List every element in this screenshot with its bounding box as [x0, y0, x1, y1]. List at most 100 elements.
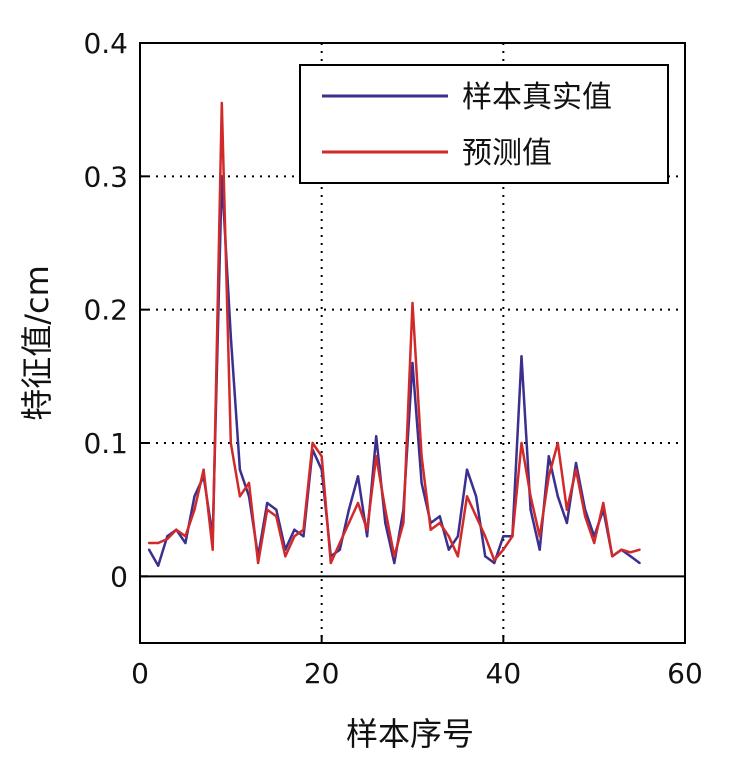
data-point-pred — [411, 301, 414, 305]
data-point-true — [529, 508, 532, 511]
data-point-pred — [329, 561, 332, 565]
legend-box — [299, 64, 669, 184]
y-tick-label: 0.1 — [83, 427, 128, 460]
data-point-pred — [374, 455, 378, 458]
data-point-true — [293, 528, 296, 531]
data-point-pred — [365, 528, 369, 531]
data-point-true — [556, 495, 560, 498]
data-point-pred — [302, 528, 305, 531]
data-point-true — [229, 335, 233, 338]
data-point-true — [493, 561, 496, 565]
data-point-true — [275, 508, 278, 511]
data-point-pred — [275, 515, 278, 518]
y-tick-label: 0.3 — [83, 160, 128, 193]
data-point-true — [411, 361, 414, 365]
data-point-true — [520, 355, 523, 358]
legend-label-pred: 预测值 — [462, 136, 552, 171]
data-point-pred — [175, 528, 178, 531]
data-point-true — [538, 548, 541, 551]
data-point-pred — [202, 468, 205, 471]
data-point-true — [456, 535, 460, 538]
data-point-pred — [147, 541, 151, 545]
data-point-pred — [538, 535, 541, 538]
data-point-true — [547, 455, 550, 458]
data-point-pred — [465, 495, 469, 498]
data-point-true — [193, 495, 196, 498]
data-point-pred — [474, 515, 478, 518]
data-point-pred — [356, 501, 360, 505]
data-point-pred — [256, 561, 260, 565]
legend: 样本真实值 预测值 — [299, 64, 669, 184]
x-tick-label: 0 — [131, 657, 149, 690]
data-point-true — [347, 508, 351, 511]
data-point-pred — [520, 441, 523, 445]
data-point-true — [338, 548, 342, 551]
data-point-pred — [193, 508, 196, 511]
data-point-true — [574, 461, 578, 465]
data-point-pred — [284, 555, 287, 558]
series-lines — [147, 101, 641, 567]
data-point-pred — [547, 475, 550, 478]
x-axis-title: 样本序号 — [346, 715, 474, 753]
data-point-true — [384, 521, 387, 525]
data-point-pred — [429, 528, 432, 531]
data-point-true — [156, 564, 160, 567]
data-point-pred — [211, 548, 214, 551]
data-point-pred — [602, 501, 605, 505]
data-point-true — [483, 555, 487, 558]
data-point-true — [474, 495, 478, 498]
data-point-pred — [447, 535, 451, 538]
data-point-pred — [184, 535, 187, 538]
data-point-pred — [265, 508, 269, 511]
data-point-pred — [529, 495, 532, 498]
x-tick-label: 40 — [486, 657, 522, 690]
x-tick-label: 60 — [667, 657, 703, 690]
data-point-pred — [293, 535, 296, 538]
data-point-true — [147, 548, 151, 551]
data-point-true — [565, 521, 569, 525]
data-point-pred — [556, 441, 560, 445]
x-tick-label: 20 — [304, 657, 340, 690]
data-point-pred — [493, 559, 496, 562]
data-point-true — [365, 535, 369, 538]
data-point-pred — [565, 508, 569, 511]
data-point-true — [302, 535, 305, 538]
data-point-true — [438, 515, 441, 518]
data-point-pred — [420, 455, 423, 458]
y-tick-label: 0 — [110, 560, 128, 593]
data-point-true — [184, 541, 187, 545]
data-point-true — [420, 481, 423, 485]
data-point-pred — [229, 441, 233, 445]
data-point-true — [447, 548, 451, 551]
data-point-pred — [320, 455, 323, 458]
data-point-pred — [583, 515, 587, 518]
data-point-true — [265, 501, 269, 505]
data-point-pred — [511, 535, 514, 538]
data-point-pred — [574, 468, 578, 471]
y-axis-title: 特征值/cm — [18, 265, 56, 421]
data-point-true — [638, 561, 641, 565]
y-tick-label: 0.4 — [83, 27, 128, 60]
data-point-pred — [502, 548, 505, 551]
data-point-pred — [456, 555, 460, 558]
data-point-pred — [220, 101, 223, 105]
y-tick-label: 0.2 — [83, 294, 128, 327]
data-point-true — [374, 435, 378, 438]
data-point-true — [356, 475, 360, 478]
data-point-pred — [156, 541, 160, 545]
data-point-pred — [611, 555, 614, 558]
data-point-true — [465, 468, 469, 471]
axis-ticks: 0 20 40 60 0 0.1 0.2 0.3 0.4 — [83, 27, 702, 690]
data-point-pred — [347, 521, 351, 525]
data-point-pred — [592, 541, 596, 545]
data-point-pred — [311, 441, 314, 445]
data-point-pred — [638, 548, 641, 551]
data-point-true — [502, 535, 505, 538]
data-point-pred — [620, 548, 623, 551]
data-point-pred — [438, 521, 441, 525]
legend-label-true: 样本真实值 — [462, 80, 612, 115]
data-point-pred — [166, 537, 169, 541]
data-point-pred — [338, 541, 342, 545]
data-point-true — [393, 561, 396, 565]
